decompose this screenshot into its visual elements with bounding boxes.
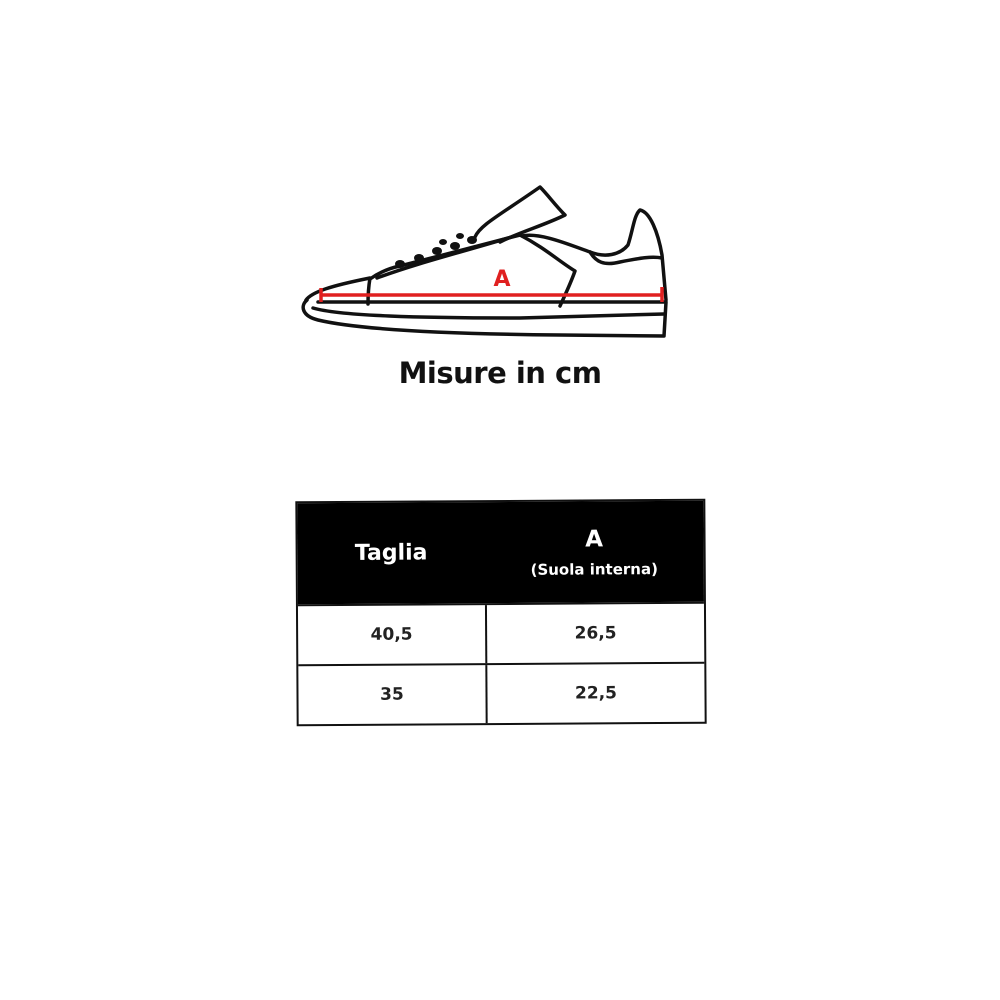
cell-length: 22,5: [574, 683, 618, 704]
caption: Misure in cm: [398, 356, 602, 390]
measure-line-a: [319, 287, 664, 302]
table-row: 40,5 26,5: [297, 601, 705, 665]
header-measure-note: (Suola interna): [530, 559, 658, 579]
size-table: Taglia A (Suola interna) 40,5 26,5 35 22…: [295, 498, 707, 727]
sneaker-illustration: A: [301, 185, 668, 338]
sole-outline: [301, 298, 668, 338]
table-header: Taglia A (Suola interna): [297, 500, 704, 605]
header-size: Taglia: [354, 540, 428, 566]
header-measure: A (Suola interna): [484, 501, 704, 603]
header-measure-label: A: [585, 525, 604, 552]
tongue: [473, 185, 567, 244]
toe-cap: [304, 276, 372, 306]
heel-tab: [588, 250, 664, 266]
measure-label-a: A: [493, 267, 510, 292]
cell-length: 26,5: [574, 623, 617, 644]
cell-size: 40,5: [297, 605, 488, 665]
table-row: 35 22,5: [298, 661, 705, 725]
laces-icon: [395, 233, 477, 268]
collar: [520, 208, 668, 302]
midsole-line: [311, 306, 666, 320]
cell-size: 35: [298, 665, 488, 725]
